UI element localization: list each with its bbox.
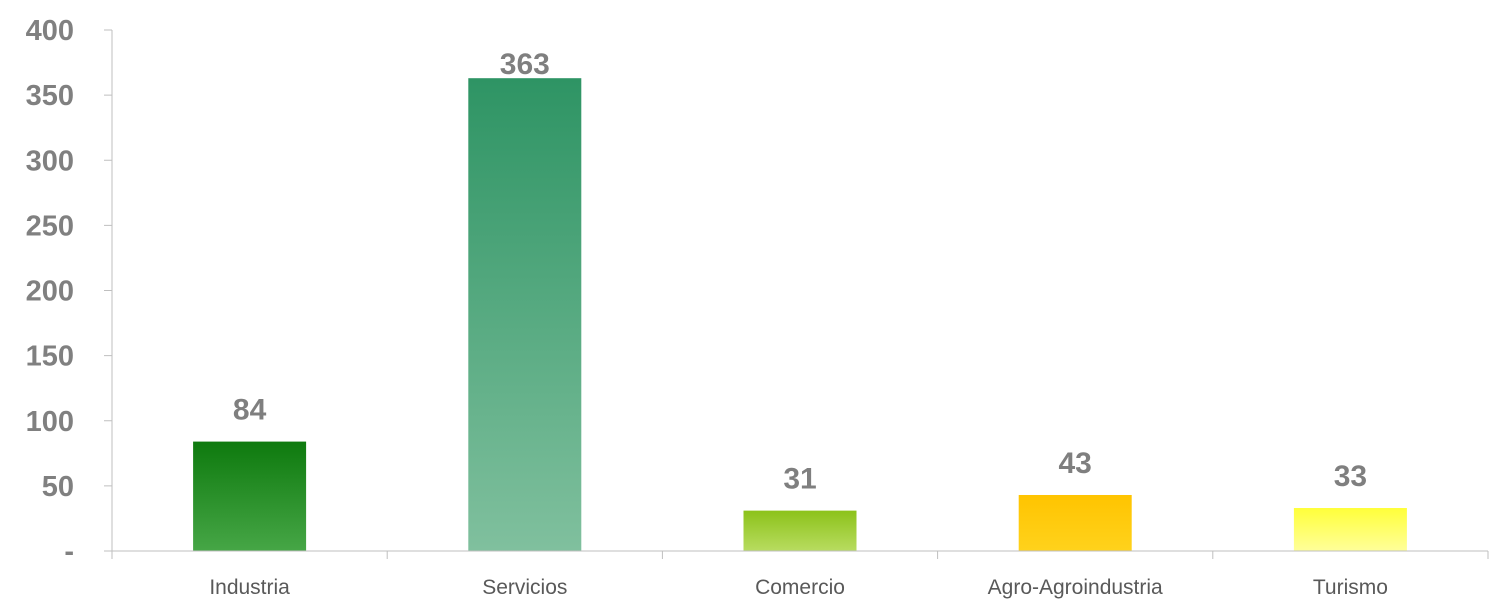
data-label: 31: [783, 463, 816, 496]
y-tick-label: 350: [26, 80, 74, 112]
y-tick-label: 400: [26, 15, 74, 47]
y-tick-label: 50: [42, 471, 74, 503]
y-tick-label: 100: [26, 406, 74, 438]
y-tick-label: -: [64, 536, 74, 568]
data-label: 84: [233, 394, 267, 427]
y-tick-label: 200: [26, 276, 74, 308]
data-label: 33: [1334, 460, 1367, 493]
y-tick-label: 250: [26, 210, 74, 242]
x-tick-label: Turismo: [1313, 576, 1388, 599]
data-label: 363: [500, 48, 550, 81]
y-tick-label: 150: [26, 341, 74, 373]
bar-comercio: [743, 510, 857, 551]
bar-industria: [193, 441, 307, 551]
y-tick-label: 300: [26, 145, 74, 177]
data-labels: 84 363 31 43 33: [233, 48, 1367, 495]
x-tick-label: Servicios: [482, 576, 567, 599]
x-axis-ticks: Industria Servicios Comercio Agro-Agroindus…: [111, 551, 1489, 599]
bar-agro-agroindustria: [1018, 494, 1132, 551]
y-axis-ticks: - 50 100 150 200 250 300 350 400: [26, 15, 112, 568]
data-label: 43: [1059, 447, 1092, 480]
bar-turismo: [1293, 508, 1407, 551]
bar-servicios: [468, 78, 582, 551]
x-tick-label: Agro-Agroindustria: [988, 576, 1163, 599]
x-tick-label: Comercio: [755, 576, 845, 599]
x-tick-label: Industria: [209, 576, 290, 599]
bars: [193, 78, 1407, 551]
